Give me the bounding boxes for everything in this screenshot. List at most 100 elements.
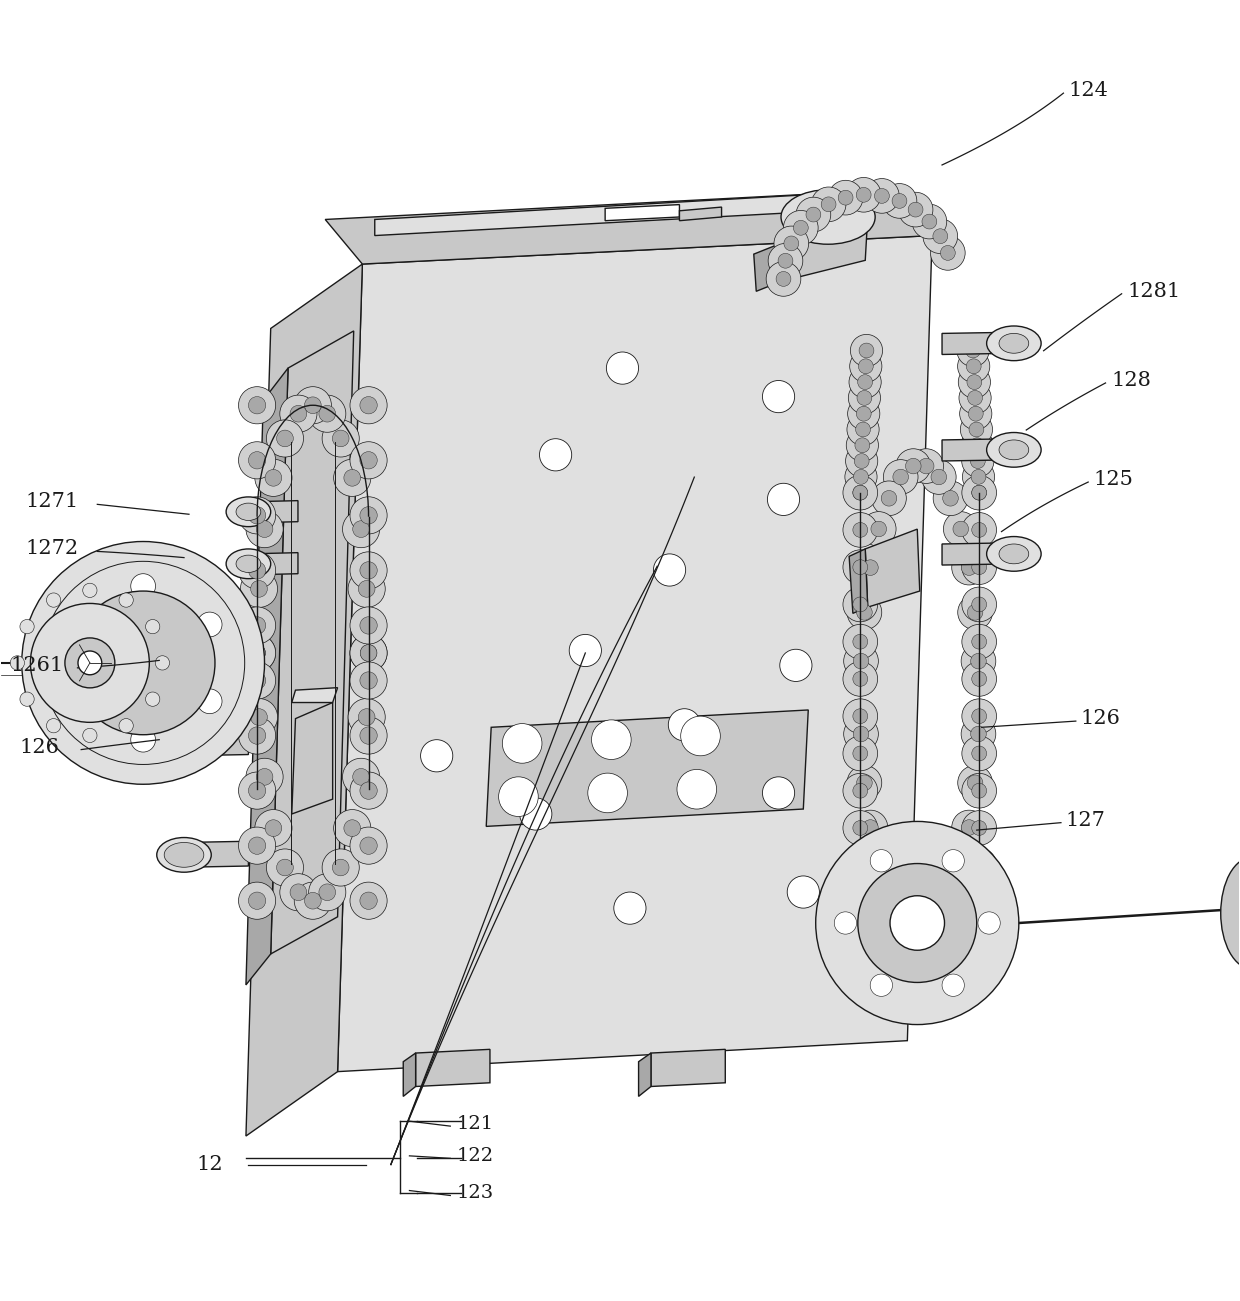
Circle shape [248,506,265,524]
Polygon shape [248,501,298,523]
Circle shape [267,420,304,457]
Circle shape [343,470,361,487]
Ellipse shape [781,190,875,245]
Circle shape [145,692,160,706]
Circle shape [257,769,273,786]
Circle shape [893,470,909,485]
Circle shape [967,390,982,406]
Circle shape [882,183,916,219]
Circle shape [921,900,956,935]
Circle shape [962,848,997,882]
Circle shape [350,386,387,424]
Circle shape [942,974,965,997]
Circle shape [780,649,812,682]
Circle shape [653,554,686,585]
Circle shape [806,207,821,222]
Circle shape [776,272,791,286]
Polygon shape [942,438,1017,461]
Circle shape [569,635,601,666]
Circle shape [360,782,377,799]
Ellipse shape [164,619,203,644]
Circle shape [241,699,278,735]
Circle shape [319,883,336,900]
Circle shape [960,398,992,429]
Circle shape [83,583,97,597]
Circle shape [155,656,170,670]
Circle shape [248,837,265,855]
Circle shape [350,442,387,479]
Circle shape [962,475,997,510]
Circle shape [843,773,878,808]
Circle shape [972,895,987,909]
Text: 1261: 1261 [11,656,63,675]
Circle shape [898,193,932,226]
Circle shape [857,390,872,406]
Circle shape [784,211,818,245]
Ellipse shape [71,591,215,735]
Circle shape [83,729,97,743]
Circle shape [960,414,992,445]
Circle shape [267,850,304,886]
Circle shape [250,709,268,726]
Circle shape [857,605,872,621]
Circle shape [853,726,869,742]
Circle shape [350,606,387,644]
Circle shape [870,522,887,537]
Circle shape [844,461,877,493]
Circle shape [334,459,371,497]
Circle shape [119,593,133,608]
Circle shape [290,406,306,422]
Circle shape [942,850,965,872]
Circle shape [908,202,923,217]
Circle shape [959,381,991,414]
Circle shape [844,476,877,509]
Circle shape [957,595,992,630]
Circle shape [334,809,371,847]
Circle shape [931,470,946,485]
Ellipse shape [987,327,1042,360]
Circle shape [897,449,931,484]
Circle shape [972,597,987,611]
Circle shape [919,458,934,474]
Circle shape [360,397,377,414]
Circle shape [853,550,888,585]
Circle shape [360,506,377,524]
Circle shape [843,475,878,510]
Circle shape [305,397,321,414]
Circle shape [853,635,868,649]
Circle shape [774,226,808,260]
Circle shape [959,366,991,398]
Circle shape [249,644,265,661]
Ellipse shape [987,536,1042,571]
Text: 125: 125 [1094,470,1133,489]
Circle shape [766,262,801,297]
Circle shape [882,490,897,506]
Circle shape [931,911,946,926]
Ellipse shape [999,333,1029,354]
Circle shape [972,783,987,798]
Circle shape [255,459,291,497]
Circle shape [350,552,387,589]
Circle shape [853,485,868,500]
Circle shape [954,522,968,537]
Circle shape [246,510,283,548]
Polygon shape [184,618,248,644]
Circle shape [360,562,377,579]
Circle shape [856,422,870,437]
Polygon shape [246,264,362,1136]
Circle shape [309,874,346,911]
Circle shape [119,718,133,732]
Circle shape [238,606,275,644]
Polygon shape [403,1053,415,1097]
Circle shape [942,889,959,904]
Text: 1281: 1281 [1128,282,1180,301]
Circle shape [859,343,874,358]
Polygon shape [337,235,932,1072]
Polygon shape [246,368,288,985]
Circle shape [857,775,872,791]
Polygon shape [779,217,868,281]
Circle shape [835,912,857,934]
Circle shape [843,644,878,679]
Circle shape [847,414,879,445]
Circle shape [853,485,868,500]
